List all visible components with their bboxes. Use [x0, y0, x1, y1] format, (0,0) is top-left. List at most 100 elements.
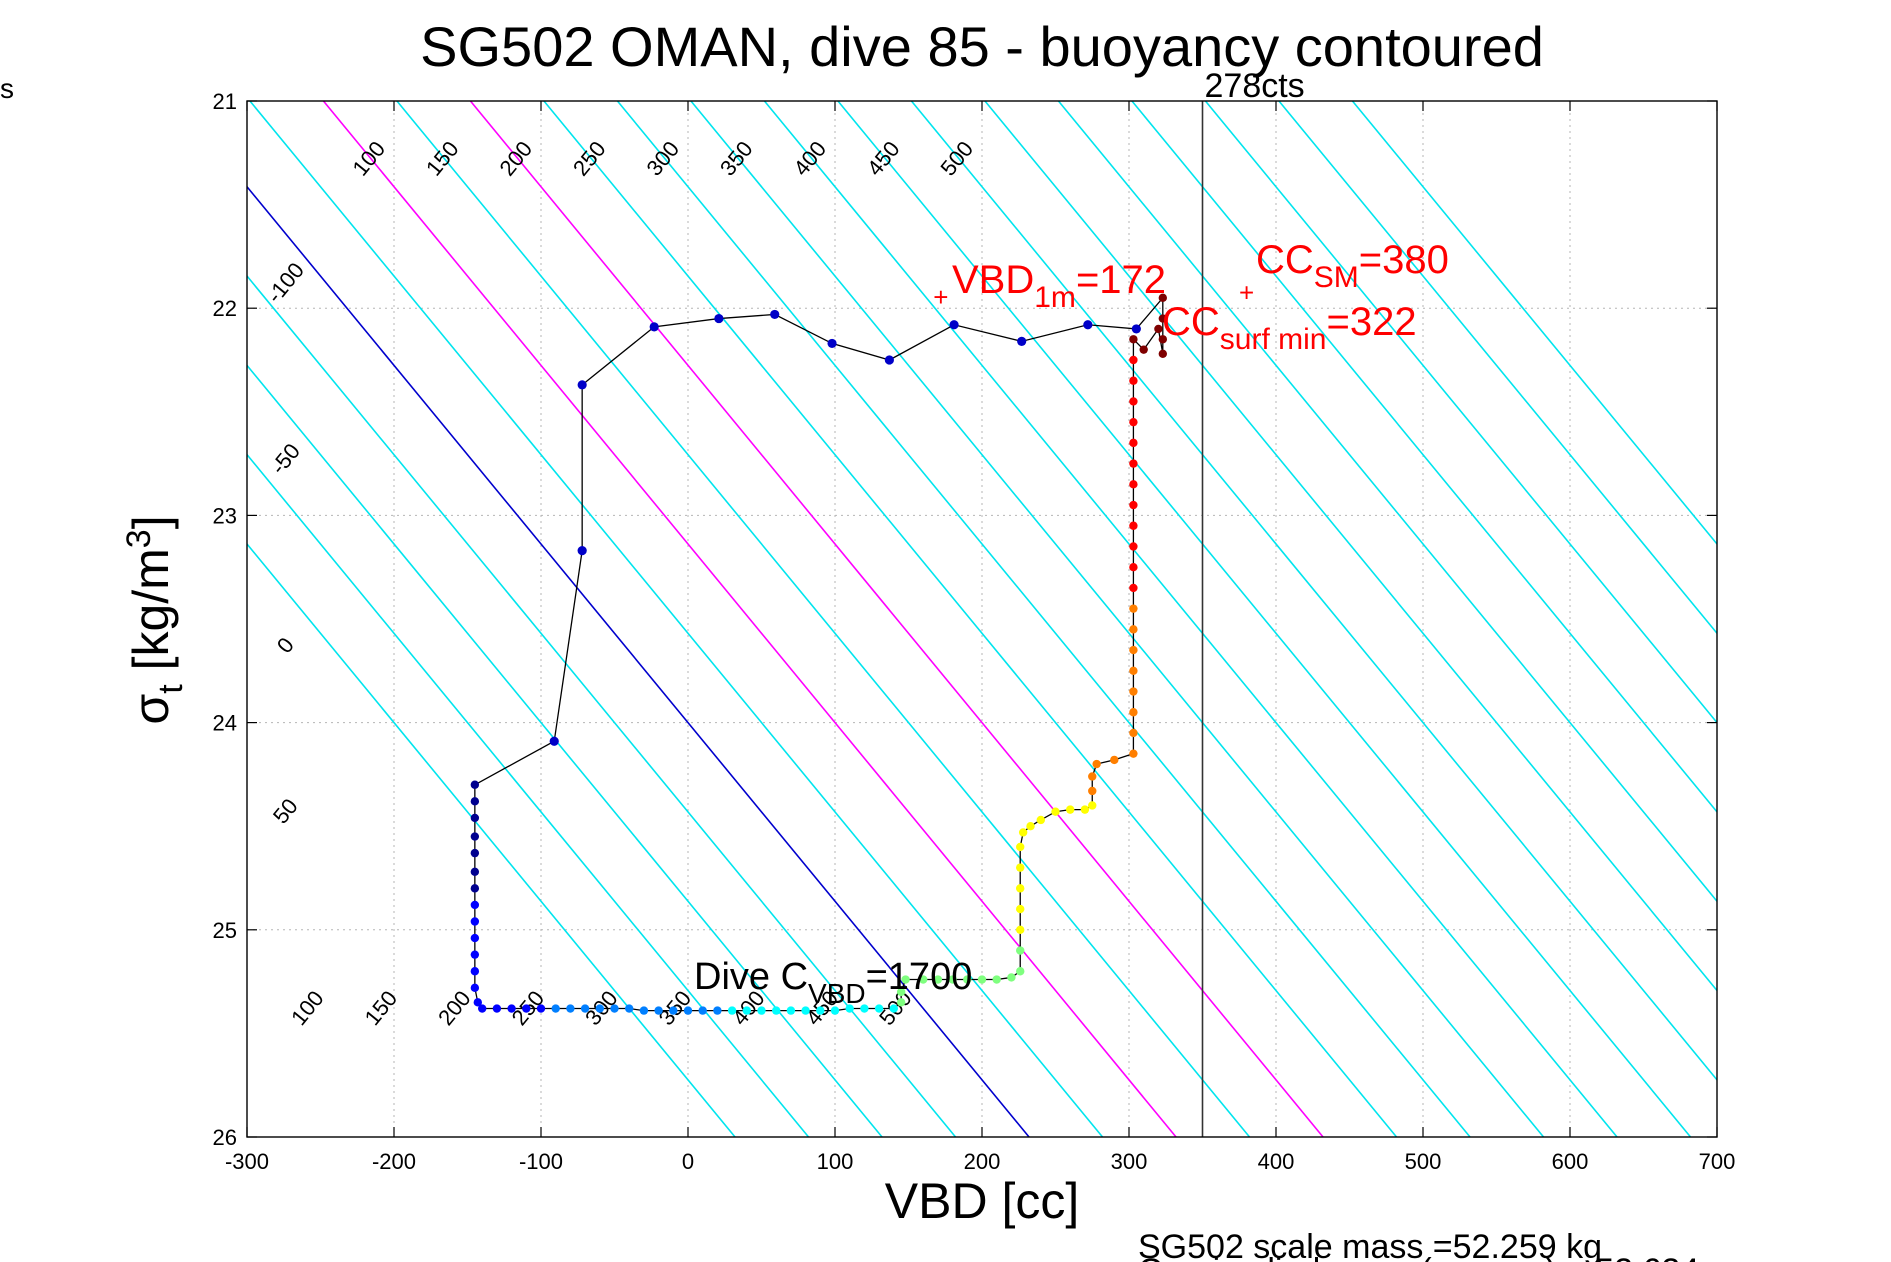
dive-point — [801, 1006, 810, 1015]
dive-point — [1016, 842, 1025, 852]
y-tick-label: 24 — [213, 711, 237, 736]
dive-point — [874, 1004, 884, 1013]
x-tick-label: 300 — [1111, 1149, 1148, 1174]
y-axis-label-unit: [kg/m — [123, 548, 179, 684]
ccsm-value: =380 — [1359, 238, 1449, 282]
y-tick-label: 26 — [213, 1125, 237, 1150]
dive-point — [889, 1004, 898, 1013]
svg-text:Dive CVBD=1700: Dive CVBD=1700 — [694, 956, 972, 1009]
dive-point — [933, 975, 943, 984]
annotation-vbd1m: + VBD1m=172 — [933, 258, 1166, 314]
dive-point — [470, 983, 480, 993]
dive-point — [470, 950, 480, 959]
contour-line — [469, 101, 1324, 1137]
dive-point — [948, 975, 957, 984]
dive-point — [1129, 708, 1138, 717]
contour-line — [1131, 101, 1717, 814]
dive-c-vbd-subscript: VBD — [808, 978, 866, 1009]
dive-point — [1026, 822, 1035, 831]
x-tick-label: 100 — [817, 1149, 854, 1174]
x-axis-label: VBD [cc] — [885, 1173, 1079, 1229]
contour-line — [396, 101, 1251, 1137]
dive-point — [1129, 335, 1138, 344]
dive-point — [830, 1006, 840, 1015]
contour-line — [910, 101, 1717, 1082]
dive-point — [470, 884, 480, 893]
x-tick-label: -300 — [225, 1149, 269, 1174]
dive-point — [1092, 759, 1101, 769]
dive-point — [1129, 417, 1138, 427]
contour-line — [247, 274, 957, 1137]
ccsurf-value: =322 — [1326, 300, 1416, 344]
dive-point — [757, 1006, 766, 1015]
y-axis-label-unit-end: ] — [123, 515, 179, 529]
vbd1m-marker: + — [933, 282, 948, 312]
svg-text:CCSM=380: CCSM=380 — [1256, 238, 1449, 294]
dive-point — [551, 1004, 560, 1013]
climb-point — [827, 338, 837, 349]
footer-implied-mass: Cimplied mass (apogee) = 52.624 — [1138, 1252, 1699, 1262]
dive-point — [669, 1006, 678, 1015]
dive-point — [522, 1004, 531, 1013]
dive-point — [1158, 335, 1168, 344]
x-tick-label: 400 — [1258, 1149, 1295, 1174]
x-tick-label: 0 — [682, 1149, 694, 1174]
dive-point — [816, 1006, 825, 1015]
dive-point — [470, 832, 480, 841]
dive-point — [536, 1004, 546, 1013]
footer-scale-mass: SG502 scale mass =52.259 kg — [1138, 1228, 1602, 1262]
y-tick-label: 22 — [213, 296, 237, 321]
dive-point — [1129, 604, 1138, 613]
contour-line — [247, 185, 1030, 1137]
dive-point — [1016, 904, 1025, 914]
dive-point — [1129, 376, 1138, 385]
ccsurf-subscript: surf min — [1220, 323, 1327, 356]
dive-point — [992, 975, 1001, 984]
contour-line — [837, 101, 1692, 1137]
contour-line — [247, 542, 736, 1137]
dive-point — [1129, 666, 1138, 675]
dive-point — [1129, 521, 1138, 530]
dive-point — [1139, 345, 1148, 354]
vbd1m-value: =172 — [1076, 258, 1166, 302]
dive-point — [860, 1004, 869, 1013]
climb-point — [1131, 324, 1141, 334]
climb-point — [714, 313, 724, 324]
y-tick-label: 23 — [213, 503, 237, 528]
contour-line — [1278, 101, 1717, 635]
dive-point — [1129, 563, 1138, 572]
contour-line — [249, 101, 1104, 1137]
vertical-reference: 278cts — [1201, 67, 1305, 1137]
dive-point — [470, 867, 480, 876]
dive-point — [1129, 438, 1138, 448]
dive-point — [1051, 807, 1060, 816]
dive-point — [1036, 815, 1046, 825]
dive-point — [566, 1004, 575, 1013]
chart-title: SG502 OMAN, dive 85 - buoyancy contoured — [420, 15, 1544, 78]
svg-text:CCsurf min=322: CCsurf min=322 — [1162, 300, 1417, 356]
climb-point — [649, 322, 659, 332]
dive-point — [727, 1006, 737, 1015]
dive-point — [1016, 863, 1025, 872]
climb-point — [1017, 336, 1027, 346]
ccsurf-label: CC — [1162, 300, 1220, 344]
dive-point — [1129, 459, 1138, 468]
contour-line — [984, 101, 1717, 992]
x-tick-label: 700 — [1699, 1149, 1736, 1174]
annotation-dive-c-vbd: Dive CVBD=1700 — [694, 956, 972, 1009]
x-tick-label: 600 — [1552, 1149, 1589, 1174]
dive-point — [1158, 293, 1168, 303]
dive-point — [1080, 805, 1090, 814]
dive-point — [1016, 925, 1025, 934]
dive-point — [713, 1006, 722, 1015]
dive-point — [1129, 480, 1138, 489]
footer-implied-mass-text: implied mass (apogee) = 52.624 — [1213, 1252, 1700, 1262]
vertical-reference-label: 278cts — [1205, 67, 1305, 105]
dive-point — [1129, 687, 1138, 696]
dive-point — [625, 1004, 634, 1013]
y-tick-label: 21 — [213, 89, 237, 114]
x-tick-label: 500 — [1405, 1149, 1442, 1174]
dive-point — [492, 1004, 502, 1013]
footer-implied-mass-prefix: C — [1138, 1252, 1163, 1262]
buoyancy-contours — [247, 101, 1717, 1137]
